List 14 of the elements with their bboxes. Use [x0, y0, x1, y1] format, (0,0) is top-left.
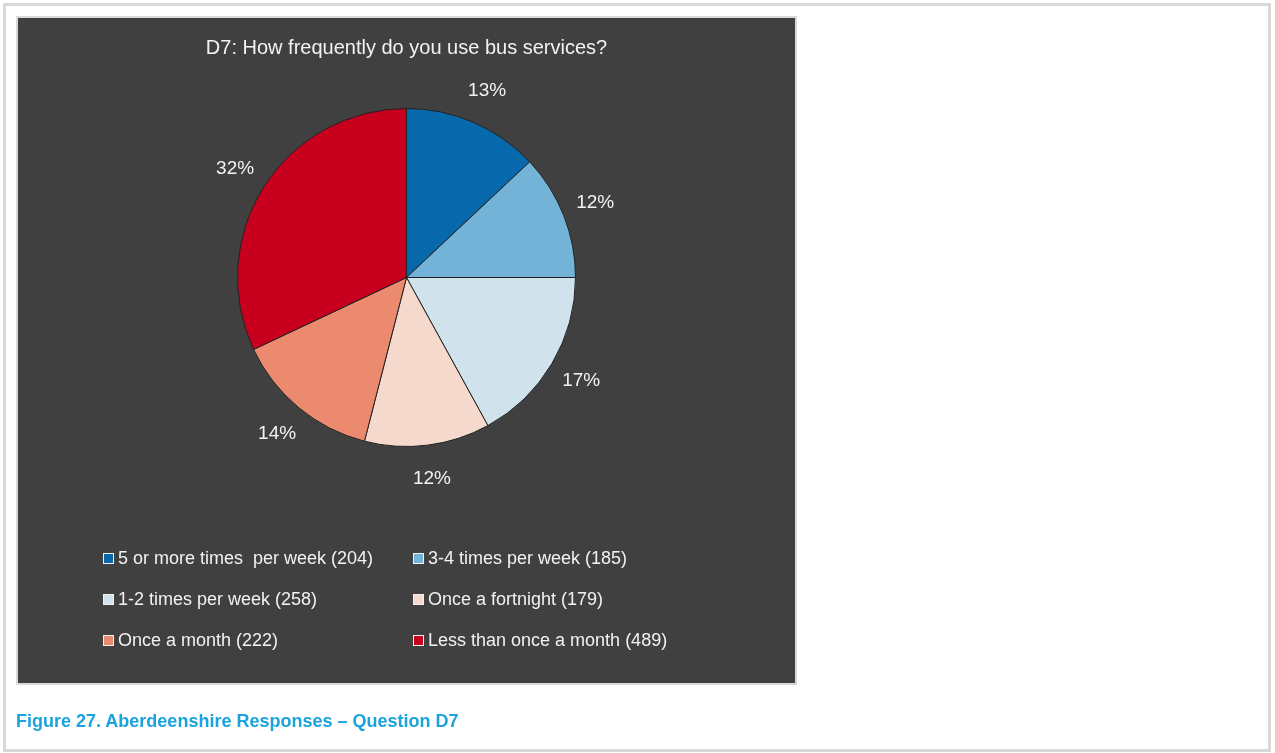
legend-label: Once a month (222)	[118, 630, 279, 651]
legend-label: 3-4 times per week (185)	[428, 548, 628, 569]
data-label: 13%	[468, 79, 507, 101]
caption: Figure 27. Aberdeenshire Responses – Question D7	[16, 711, 459, 732]
legend-label: 1-2 times per week (258)	[118, 589, 318, 610]
data-label: 12%	[576, 191, 615, 213]
data-label: 32%	[216, 156, 255, 178]
chart-title: D7: How frequently do you use bus services?	[205, 35, 608, 58]
data-label: 17%	[562, 369, 601, 391]
legend-label: Once a fortnight (179)	[428, 589, 604, 610]
legend-label: 5 or more times per week (204)	[118, 548, 374, 569]
legend-label: Less than once a month (489)	[428, 630, 668, 651]
data-label: 14%	[258, 422, 297, 444]
data-label: 12%	[412, 467, 452, 489]
